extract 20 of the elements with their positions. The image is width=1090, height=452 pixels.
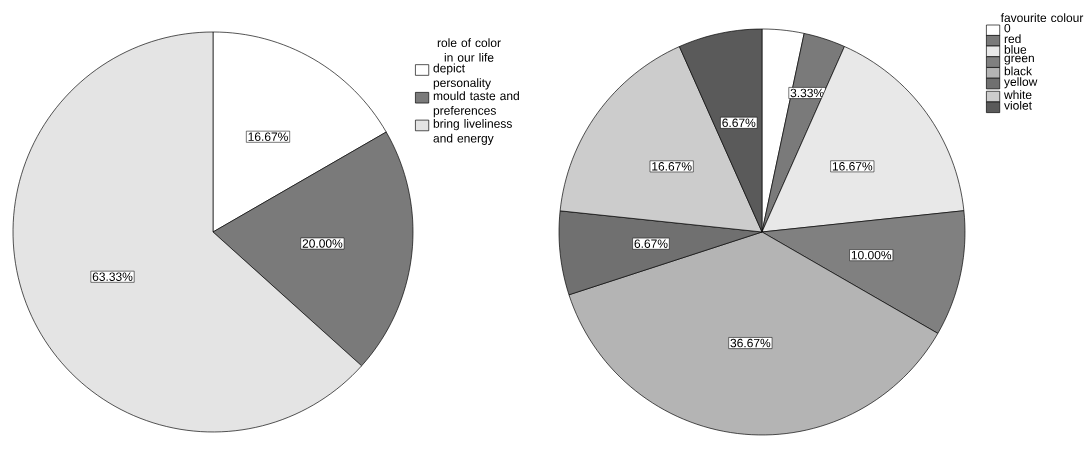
data-label: 20.00% xyxy=(302,239,343,248)
data-label: 16.67% xyxy=(652,162,692,171)
legend-label: white xyxy=(1003,90,1032,100)
data-label: 3.33% xyxy=(790,88,824,98)
data-label: 6.67% xyxy=(722,118,756,128)
legend-label: black xyxy=(1004,66,1033,76)
data-label: 6.67% xyxy=(634,239,668,248)
data-label: 36.67% xyxy=(730,338,771,348)
legend-label: red xyxy=(1004,34,1021,44)
legend-label: bring liveliness and energy xyxy=(433,119,512,145)
data-label: 16.67% xyxy=(248,132,288,141)
data-label: 16.67% xyxy=(832,162,873,171)
legend-title: favourite colour xyxy=(1000,13,1084,23)
legend-label: yellow xyxy=(1004,77,1038,89)
data-label: 10.00% xyxy=(851,250,892,260)
legend-label: 0 xyxy=(1004,23,1011,33)
legend-label: violet xyxy=(1004,100,1032,110)
legend-label: blue xyxy=(1004,44,1027,54)
data-label: 63.33% xyxy=(92,272,133,281)
legend-label: green xyxy=(1004,55,1034,65)
